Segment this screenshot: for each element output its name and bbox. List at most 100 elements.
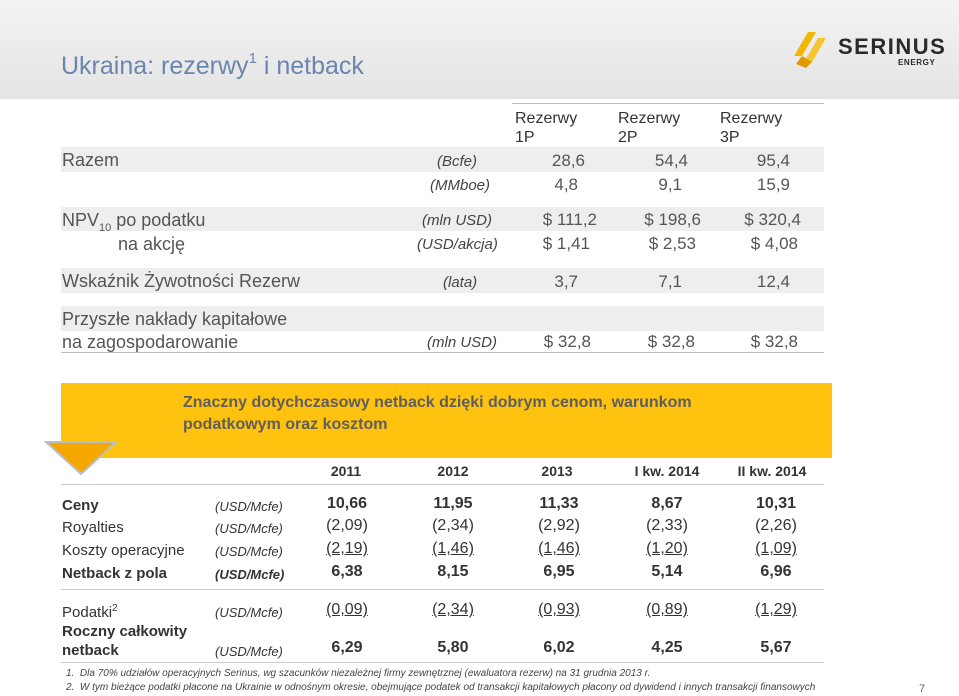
value-cell: (2,26): [755, 517, 797, 534]
netback-bottom-rule: [61, 662, 824, 663]
footnote-2: 2. W tym bieżące podatki płacone na Ukra…: [66, 682, 816, 693]
row-unit: (mln USD): [427, 334, 497, 351]
row-label-rli: Wskaźnik Żywotności Rezerw: [62, 271, 301, 291]
value-cell: (1,29): [755, 601, 797, 618]
value-cell: (1,46): [432, 540, 474, 557]
row-unit: (USD/Mcfe): [215, 499, 283, 514]
row-unit: (USD/Mcfe): [215, 567, 285, 582]
row-label-royalties: Royalties: [62, 519, 124, 536]
value-cell: (2,09): [326, 517, 368, 534]
value-cell: (0,93): [538, 601, 580, 618]
netback-mid-rule: [61, 589, 824, 590]
value-cell: 6,38: [331, 563, 363, 580]
netback-header-rule: [61, 484, 824, 485]
row-unit: (lata): [443, 274, 478, 291]
value-cell: 54,4: [654, 151, 688, 170]
value-cell: 5,14: [651, 563, 683, 580]
value-cell: (0,89): [646, 601, 688, 618]
row-label-razem: Razem: [62, 150, 120, 170]
value-cell: $ 4,08: [750, 234, 798, 253]
value-cell: 6,96: [760, 563, 792, 580]
row-band-capex: [61, 306, 824, 331]
row-label-npv: NPV10 po podatku: [62, 210, 206, 234]
value-cell: 6,29: [331, 639, 363, 656]
row-unit: (mln USD): [422, 212, 492, 229]
banner-text: Znaczny dotychczasowy netback dzięki dob…: [183, 394, 692, 433]
page-title: Ukraina: rezerwy1 i netback: [61, 50, 364, 80]
col-header-q1-2014: I kw. 2014: [634, 463, 700, 479]
value-cell: 8,15: [437, 563, 469, 580]
row-label-opex: Koszty operacyjne: [62, 542, 185, 559]
value-cell: 8,67: [651, 495, 683, 512]
value-cell: $ 32,8: [647, 332, 695, 351]
table-top-rule: [512, 103, 824, 104]
serinus-flame-logo-icon: [794, 32, 826, 68]
down-arrow-icon: [44, 441, 118, 476]
row-unit: (MMboe): [430, 177, 491, 194]
value-cell: 11,33: [539, 495, 579, 512]
value-cell: (1,46): [538, 540, 580, 557]
value-cell: 4,25: [651, 639, 683, 656]
value-cell: $ 111,2: [542, 210, 597, 229]
value-cell: (2,34): [432, 601, 474, 618]
value-cell: 5,67: [760, 639, 792, 656]
row-label-annual-netback-2: netback: [62, 642, 119, 659]
row-label-capex: Przyszłe nakłady kapitałowe: [62, 309, 288, 329]
row-unit: (USD/Mcfe): [215, 521, 283, 536]
value-cell: 10,31: [755, 495, 797, 512]
row-band-razem: [61, 147, 824, 172]
value-cell: 9,1: [658, 175, 682, 194]
row-label-taxes: Podatki2: [62, 603, 118, 621]
row-unit: (Bcfe): [437, 153, 478, 170]
col-header-q2-2014: II kw. 2014: [737, 463, 807, 479]
col-header-2011: 2011: [330, 463, 362, 479]
page-number: 7: [919, 683, 926, 695]
value-cell: 5,80: [437, 639, 469, 656]
row-label-per-share: na akcję: [118, 234, 186, 254]
col-header-2013: 2013: [541, 463, 573, 479]
logo-wordmark: SERINUS: [838, 34, 947, 59]
col-header-2012: 2012: [437, 463, 469, 479]
value-cell: (2,34): [432, 517, 474, 534]
value-cell: $ 198,6: [644, 210, 701, 229]
serinus-logo: SERINUS ENERGY: [790, 26, 945, 70]
column-header-2p: Rezerwy 2P: [618, 110, 681, 146]
value-cell: $ 32,8: [543, 332, 591, 351]
value-cell: (1,09): [755, 540, 797, 557]
value-cell: (2,92): [538, 517, 580, 534]
column-header-1p: Rezerwy 1P: [515, 110, 578, 146]
value-cell: $ 1,41: [542, 234, 590, 253]
netback-banner: [61, 383, 832, 458]
value-cell: $ 2,53: [648, 234, 696, 253]
value-cell: 15,9: [756, 175, 790, 194]
value-cell: 3,7: [554, 272, 578, 291]
value-cell: (0,09): [326, 601, 368, 618]
value-cell: 10,66: [326, 495, 368, 512]
row-unit: (USD/akcja): [417, 236, 498, 253]
value-cell: 28,6: [551, 151, 585, 170]
value-cell: (1,20): [646, 540, 688, 557]
footnote-1: 1. Dla 70% udziałów operacyjnych Serinus…: [66, 668, 651, 679]
value-cell: 95,4: [756, 151, 790, 170]
value-cell: (2,33): [646, 517, 688, 534]
value-cell: 4,8: [554, 175, 578, 194]
value-cell: $ 32,8: [750, 332, 798, 351]
value-cell: 12,4: [756, 272, 790, 291]
row-label-capex-2: na zagospodarowanie: [62, 332, 239, 352]
value-cell: 6,02: [543, 639, 575, 656]
row-unit: (USD/Mcfe): [215, 605, 283, 620]
value-cell: $ 320,4: [744, 210, 801, 229]
value-cell: 6,95: [543, 563, 575, 580]
logo-subtext: ENERGY: [898, 58, 936, 67]
value-cell: (2,19): [326, 540, 368, 557]
row-label-annual-netback: Roczny całkowity: [62, 623, 188, 640]
value-cell: 7,1: [658, 272, 682, 291]
value-cell: 11,95: [433, 495, 473, 512]
row-unit: (USD/Mcfe): [215, 544, 283, 559]
row-label-ceny: Ceny: [62, 497, 99, 514]
table-bottom-rule: [61, 352, 824, 353]
column-header-3p: Rezerwy 3P: [720, 110, 783, 146]
row-band-npv: [61, 207, 824, 231]
row-band-rli: [61, 268, 824, 293]
row-unit: (USD/Mcfe): [215, 644, 283, 659]
